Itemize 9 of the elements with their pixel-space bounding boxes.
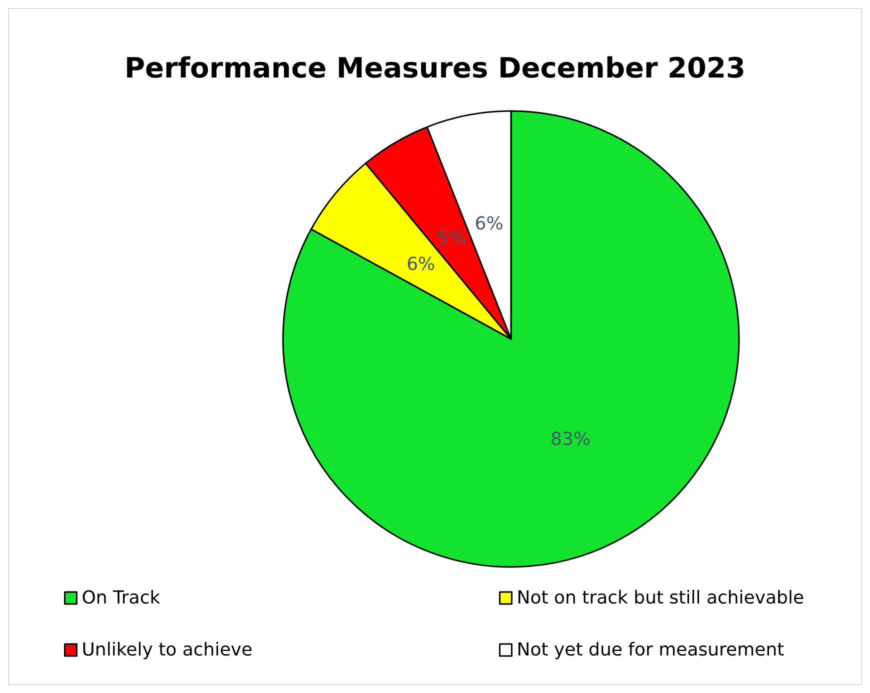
data-label: 6%: [406, 254, 436, 275]
data-label: 5%: [437, 228, 466, 249]
chart-title: Performance Measures December 2023: [124, 52, 746, 84]
data-label: 83%: [550, 429, 591, 450]
legend-label: On Track: [82, 588, 161, 608]
legend-label: Unlikely to achieve: [82, 640, 252, 660]
legend-label: Not on track but still achievable: [516, 588, 804, 608]
data-label: 6%: [474, 214, 504, 235]
legend-label: Not yet due for measurement: [516, 640, 784, 660]
